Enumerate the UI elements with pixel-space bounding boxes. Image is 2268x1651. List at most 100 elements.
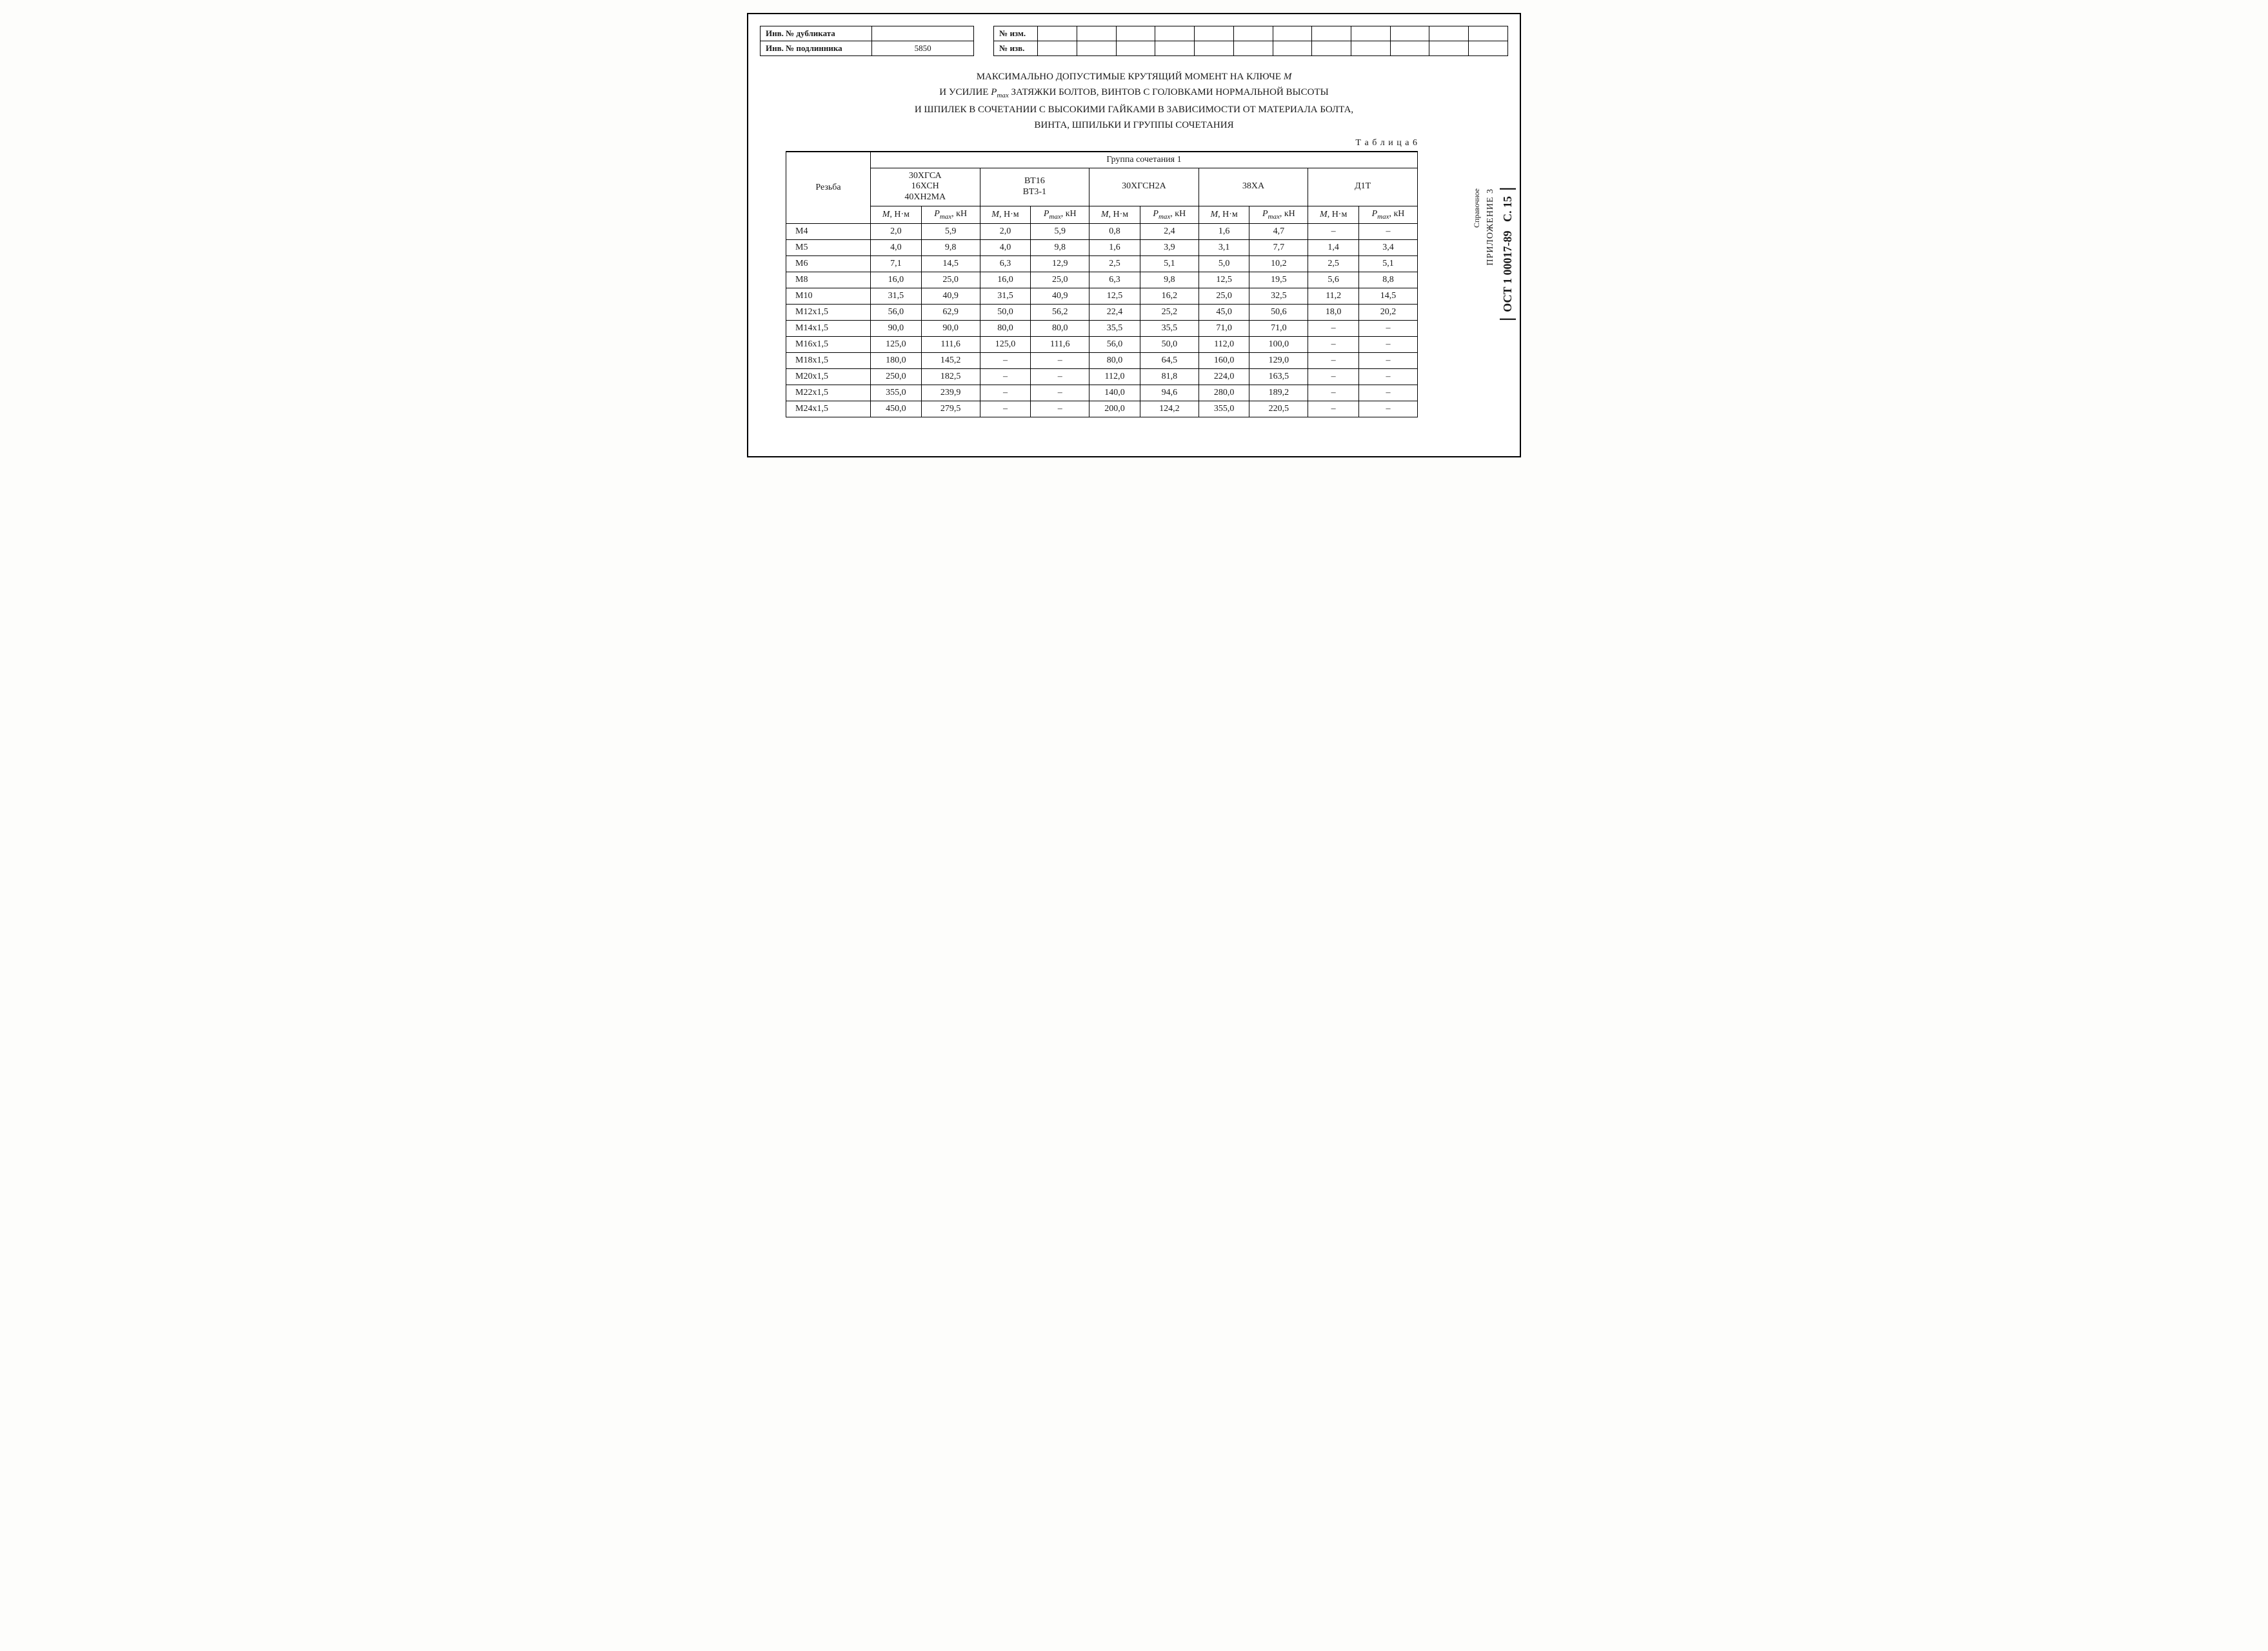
hdr-right-cell <box>1390 41 1429 56</box>
value-cell: 40,9 <box>1031 288 1089 304</box>
hdr-right-label: № изм. <box>994 26 1038 41</box>
value-cell: 111,6 <box>921 336 980 352</box>
value-cell: – <box>980 385 1031 401</box>
hdr-dup-label: Инв. № дубликата <box>761 26 872 41</box>
value-cell: 4,0 <box>871 239 922 255</box>
thread-cell: М18x1,5 <box>786 352 871 368</box>
value-cell: 35,5 <box>1089 320 1140 336</box>
title-symbol-p: Pmax <box>991 87 1009 97</box>
value-cell: 94,6 <box>1140 385 1199 401</box>
unit-m-header: M, Н·м <box>1089 206 1140 223</box>
value-cell: 2,5 <box>1308 255 1359 272</box>
hdr-right-cell <box>1116 26 1155 41</box>
value-cell: 7,7 <box>1249 239 1308 255</box>
value-cell: 5,1 <box>1359 255 1418 272</box>
value-cell: – <box>1031 368 1089 385</box>
value-cell: 9,8 <box>1140 272 1199 288</box>
unit-m-header: M, Н·м <box>1199 206 1249 223</box>
value-cell: – <box>1359 385 1418 401</box>
value-cell: 3,4 <box>1359 239 1418 255</box>
unit-m-header: M, Н·м <box>871 206 922 223</box>
value-cell: 45,0 <box>1199 304 1249 320</box>
value-cell: 11,2 <box>1308 288 1359 304</box>
hdr-dup-value <box>872 26 974 41</box>
table-row: М18x1,5180,0145,2––80,064,5160,0129,0–– <box>786 352 1418 368</box>
thread-cell: М10 <box>786 288 871 304</box>
value-cell: – <box>1359 320 1418 336</box>
material-header: Д1Т <box>1308 168 1418 206</box>
header-row: Инв. № дубликата Инв. № подлинника 5850 … <box>760 26 1508 56</box>
value-cell: 2,0 <box>980 223 1031 239</box>
value-cell: 140,0 <box>1089 385 1140 401</box>
value-cell: 25,2 <box>1140 304 1199 320</box>
title-line-2: И УСИЛИЕ Pmax ЗАТЯЖКИ БОЛТОВ, ВИНТОВ С Г… <box>799 85 1469 102</box>
value-cell: – <box>1031 352 1089 368</box>
value-cell: 1,6 <box>1199 223 1249 239</box>
hdr-right-cell <box>1312 41 1351 56</box>
value-cell: 9,8 <box>921 239 980 255</box>
hdr-right-label: № изв. <box>994 41 1038 56</box>
header-right-row: № изм. <box>994 26 1508 41</box>
hdr-right-cell <box>1077 41 1117 56</box>
value-cell: 22,4 <box>1089 304 1140 320</box>
thread-cell: М8 <box>786 272 871 288</box>
table-caption: Т а б л и ц а 6 <box>760 138 1418 148</box>
value-cell: – <box>1359 223 1418 239</box>
value-cell: 355,0 <box>871 385 922 401</box>
value-cell: 145,2 <box>921 352 980 368</box>
table-row: М42,05,92,05,90,82,41,64,7–– <box>786 223 1418 239</box>
table-row: М24x1,5450,0279,5––200,0124,2355,0220,5–… <box>786 401 1418 417</box>
value-cell: 35,5 <box>1140 320 1199 336</box>
value-cell: – <box>1308 385 1359 401</box>
table-row: М67,114,56,312,92,55,15,010,22,55,1 <box>786 255 1418 272</box>
table-row: М1031,540,931,540,912,516,225,032,511,21… <box>786 288 1418 304</box>
value-cell: 16,0 <box>980 272 1031 288</box>
value-cell: 129,0 <box>1249 352 1308 368</box>
material-header: ВТ16ВТ3-1 <box>980 168 1089 206</box>
value-cell: 50,0 <box>980 304 1031 320</box>
value-cell: 80,0 <box>1089 352 1140 368</box>
thread-cell: М24x1,5 <box>786 401 871 417</box>
value-cell: 10,2 <box>1249 255 1308 272</box>
value-cell: 90,0 <box>871 320 922 336</box>
value-cell: – <box>1308 401 1359 417</box>
hdr-orig-value: 5850 <box>872 41 974 56</box>
value-cell: 5,9 <box>921 223 980 239</box>
value-cell: 125,0 <box>980 336 1031 352</box>
value-cell: – <box>1359 336 1418 352</box>
value-cell: 111,6 <box>1031 336 1089 352</box>
value-cell: 16,2 <box>1140 288 1199 304</box>
header-left-row: Инв. № подлинника 5850 <box>761 41 974 56</box>
title-symbol-m: M <box>1284 72 1292 82</box>
value-cell: 224,0 <box>1199 368 1249 385</box>
value-cell: 80,0 <box>980 320 1031 336</box>
title-text: ЗАТЯЖКИ БОЛТОВ, ВИНТОВ С ГОЛОВКАМИ НОРМА… <box>1011 87 1328 97</box>
value-cell: – <box>1308 223 1359 239</box>
table-row: М22x1,5355,0239,9––140,094,6280,0189,2–– <box>786 385 1418 401</box>
material-header: 38ХА <box>1199 168 1308 206</box>
unit-p-header: Pmax, кН <box>921 206 980 223</box>
value-cell: 71,0 <box>1249 320 1308 336</box>
sidebar-ref: Справочное <box>1472 188 1482 228</box>
value-cell: 220,5 <box>1249 401 1308 417</box>
title-line-1: МАКСИМАЛЬНО ДОПУСТИМЫЕ КРУТЯЩИЙ МОМЕНТ Н… <box>799 69 1469 85</box>
thread-cell: М22x1,5 <box>786 385 871 401</box>
value-cell: 112,0 <box>1199 336 1249 352</box>
value-cell: 2,4 <box>1140 223 1199 239</box>
value-cell: 250,0 <box>871 368 922 385</box>
value-cell: 180,0 <box>871 352 922 368</box>
value-cell: – <box>980 352 1031 368</box>
value-cell: – <box>980 401 1031 417</box>
value-cell: 20,2 <box>1359 304 1418 320</box>
value-cell: 25,0 <box>1199 288 1249 304</box>
value-cell: 2,5 <box>1089 255 1140 272</box>
value-cell: 31,5 <box>871 288 922 304</box>
hdr-right-cell <box>1390 26 1429 41</box>
thread-cell: М5 <box>786 239 871 255</box>
value-cell: 1,4 <box>1308 239 1359 255</box>
sidebar-standard: ОСТ 1 00017-89 С. 15 <box>1500 188 1516 320</box>
title-line-4: ВИНТА, ШПИЛЬКИ И ГРУППЫ СОЧЕТАНИЯ <box>799 117 1469 133</box>
value-cell: 160,0 <box>1199 352 1249 368</box>
thread-cell: М6 <box>786 255 871 272</box>
hdr-right-cell <box>1351 41 1391 56</box>
